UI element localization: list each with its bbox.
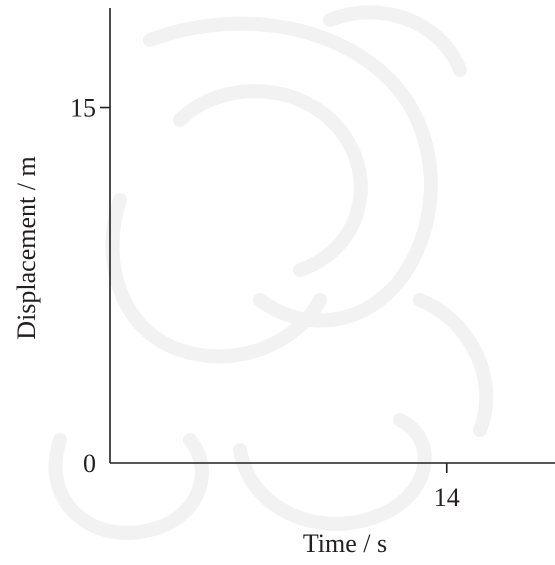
- y-tick-label: 0: [83, 449, 96, 478]
- x-axis-ticks: 14: [434, 463, 460, 512]
- y-axis-label: Displacement / m: [12, 156, 41, 339]
- x-tick-label: 14: [434, 483, 460, 512]
- y-tick-label: 15: [70, 94, 96, 123]
- x-axis-label: Time / s: [303, 529, 387, 558]
- background-watermark: [48, 5, 494, 540]
- y-axis-ticks: 0 15: [70, 94, 110, 478]
